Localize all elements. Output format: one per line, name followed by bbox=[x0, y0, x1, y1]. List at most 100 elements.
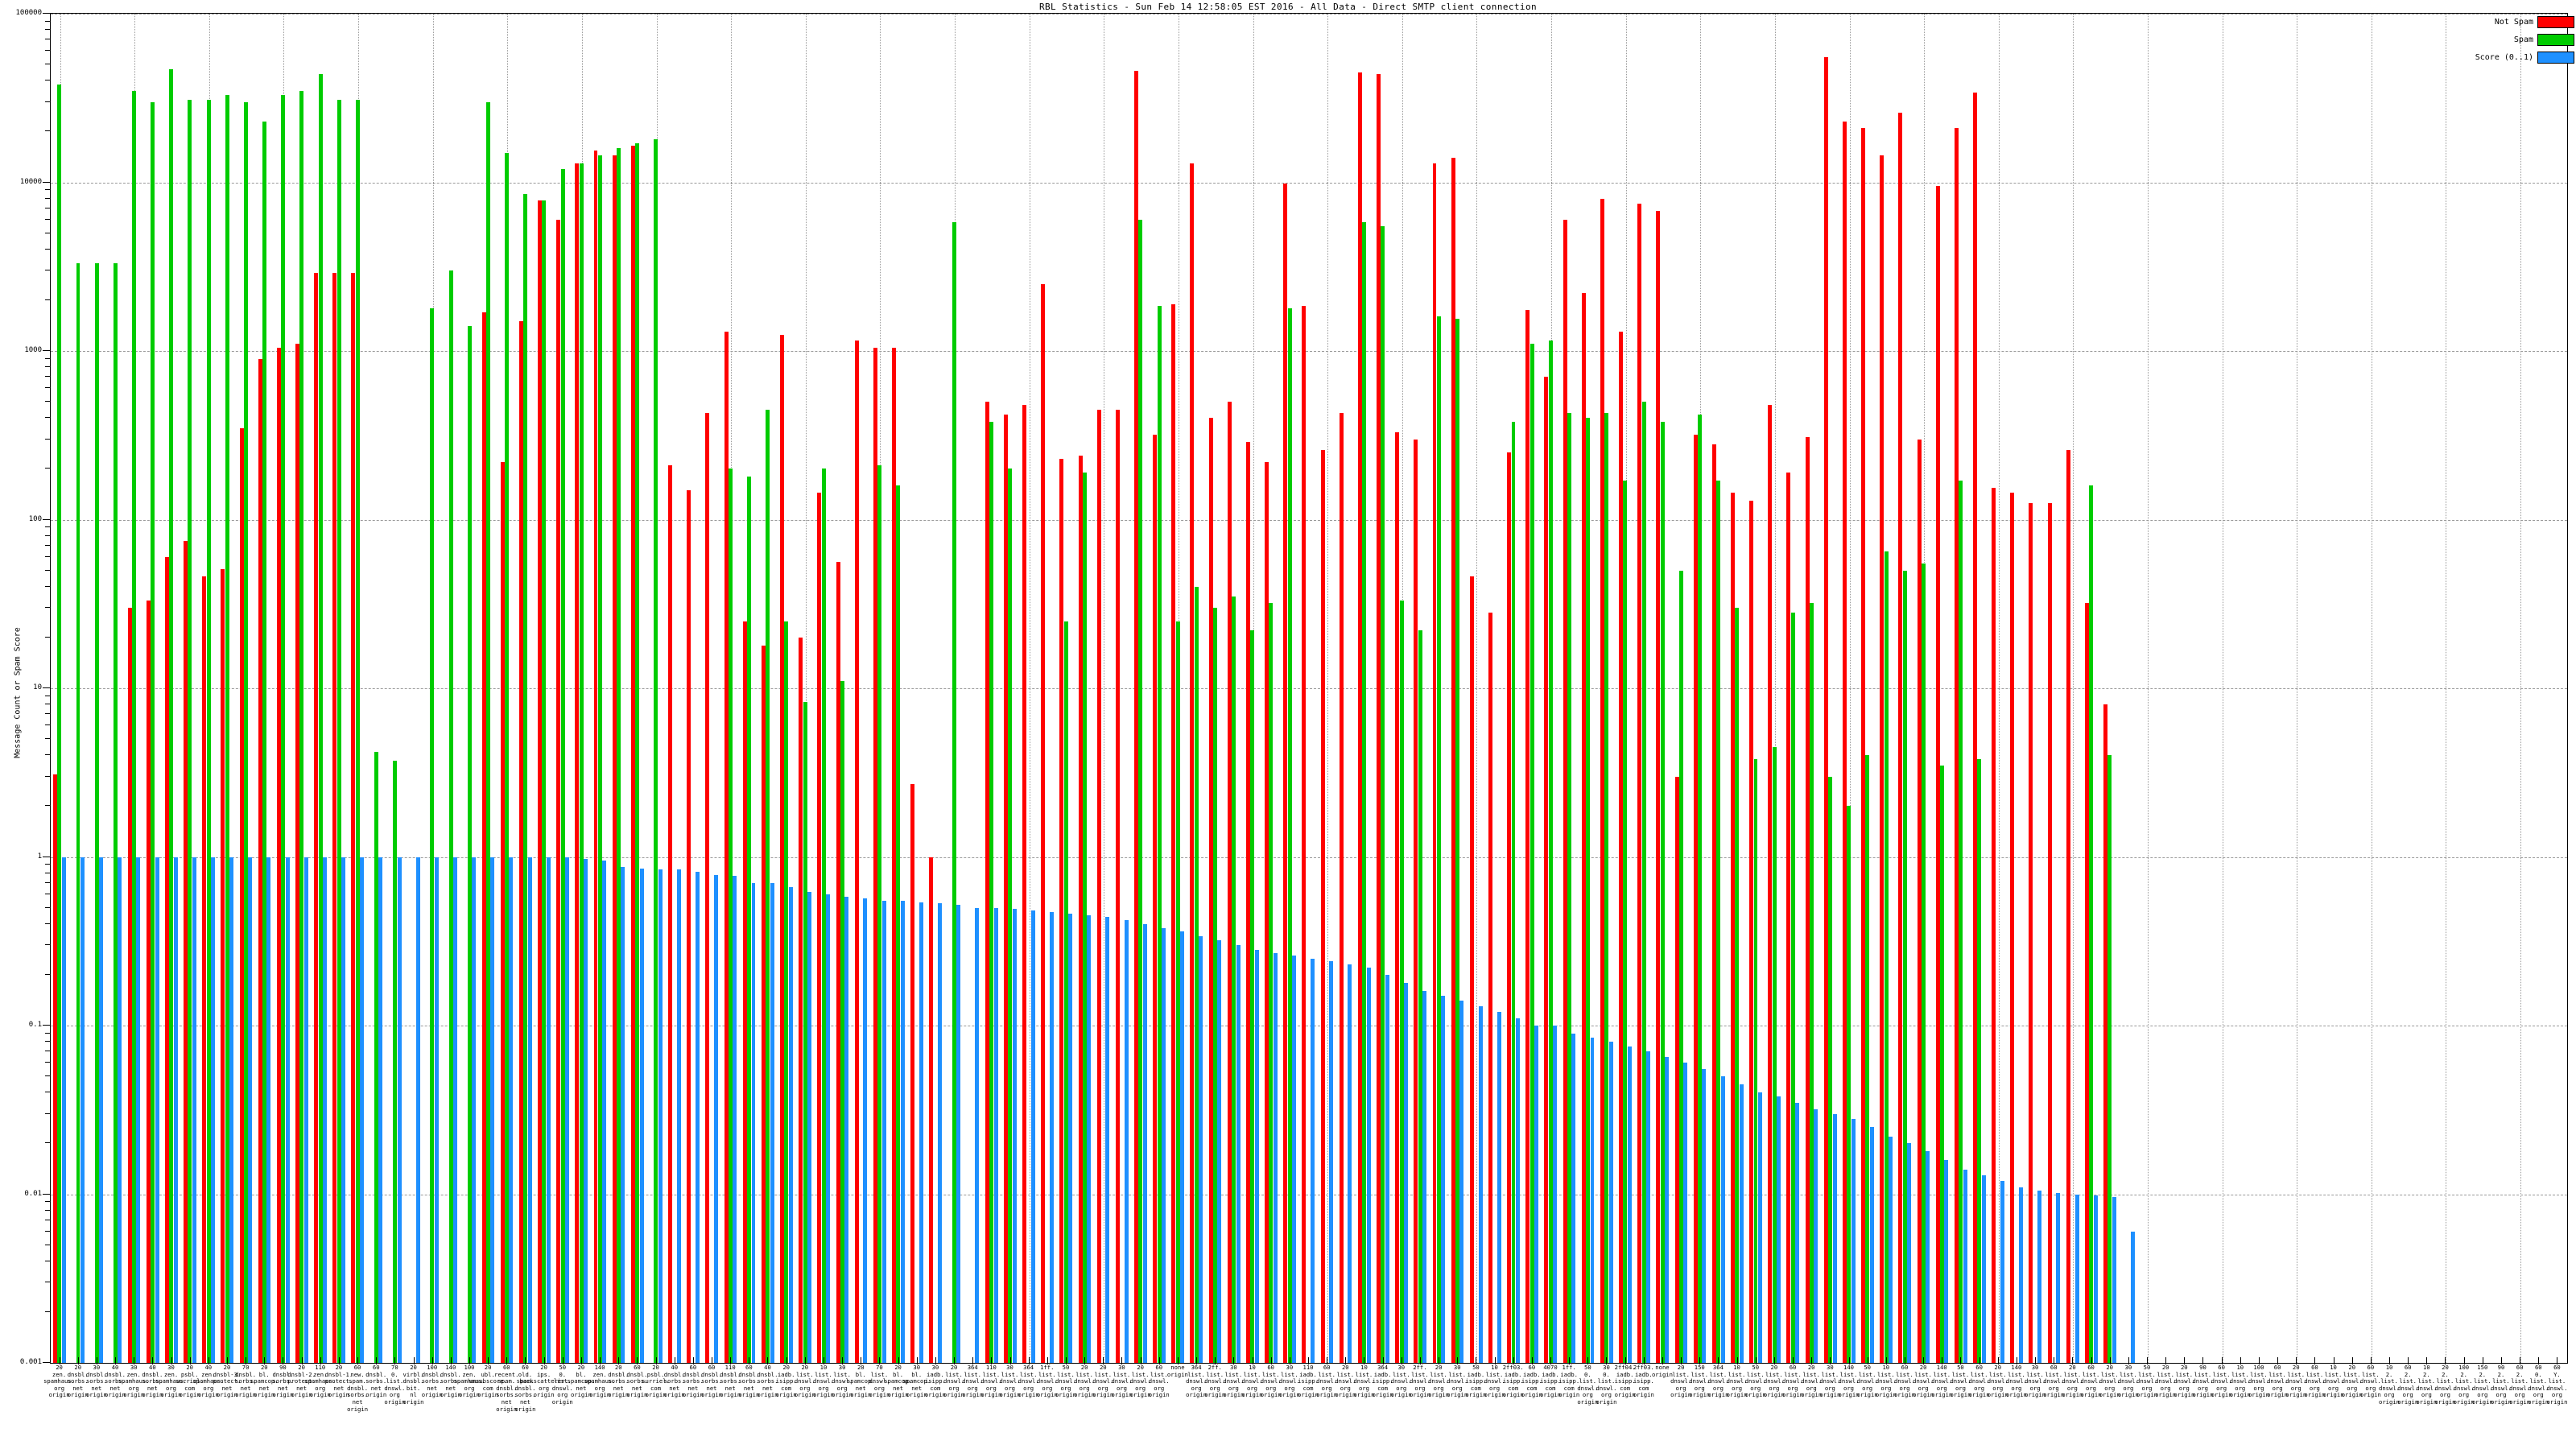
bar-group[interactable] bbox=[2194, 14, 2213, 1363]
bar-spam[interactable] bbox=[374, 751, 378, 1363]
bar-score[interactable] bbox=[546, 857, 551, 1363]
bar-spam[interactable] bbox=[1753, 759, 1758, 1363]
bar-not-spam[interactable] bbox=[1656, 210, 1661, 1363]
bar-group[interactable] bbox=[1486, 14, 1505, 1363]
bar-group[interactable] bbox=[1319, 14, 1337, 1363]
bar-spam[interactable] bbox=[1790, 613, 1795, 1363]
bar-score[interactable] bbox=[676, 869, 681, 1363]
bar-group[interactable] bbox=[460, 14, 479, 1363]
bar-spam[interactable] bbox=[1847, 806, 1852, 1363]
bar-group[interactable] bbox=[2288, 14, 2306, 1363]
bar-group[interactable] bbox=[2046, 14, 2064, 1363]
bar-spam[interactable] bbox=[1138, 219, 1143, 1363]
bar-spam[interactable] bbox=[877, 465, 882, 1363]
bar-not-spam[interactable] bbox=[146, 601, 151, 1363]
bar-score[interactable] bbox=[155, 857, 159, 1363]
bar-score[interactable] bbox=[472, 857, 477, 1363]
bar-not-spam[interactable] bbox=[575, 163, 580, 1363]
bar-spam[interactable] bbox=[1884, 551, 1889, 1363]
bar-score[interactable] bbox=[900, 900, 905, 1363]
bar-not-spam[interactable] bbox=[817, 492, 822, 1363]
bar-score[interactable] bbox=[2093, 1195, 2098, 1363]
bar-spam[interactable] bbox=[1063, 621, 1068, 1363]
bar-not-spam[interactable] bbox=[1619, 332, 1624, 1363]
bar-score[interactable] bbox=[1534, 1026, 1539, 1363]
bar-not-spam[interactable] bbox=[892, 347, 896, 1363]
bar-spam[interactable] bbox=[281, 94, 286, 1363]
bar-spam[interactable] bbox=[1213, 608, 1217, 1363]
bar-spam[interactable] bbox=[1287, 308, 1292, 1363]
bar-not-spam[interactable] bbox=[164, 556, 169, 1363]
bar-group[interactable] bbox=[2101, 14, 2120, 1363]
bar-not-spam[interactable] bbox=[1115, 409, 1120, 1363]
bar-score[interactable] bbox=[173, 857, 178, 1363]
bar-group[interactable] bbox=[368, 14, 386, 1363]
bar-score[interactable] bbox=[1496, 1012, 1501, 1363]
bar-group[interactable] bbox=[1673, 14, 1691, 1363]
bar-group[interactable] bbox=[796, 14, 815, 1363]
bar-score[interactable] bbox=[788, 887, 793, 1363]
bar-score[interactable] bbox=[1068, 914, 1073, 1363]
bar-not-spam[interactable] bbox=[538, 200, 542, 1363]
bar-not-spam[interactable] bbox=[799, 637, 803, 1363]
bar-score[interactable] bbox=[584, 859, 588, 1363]
bar-group[interactable] bbox=[218, 14, 237, 1363]
bar-group[interactable] bbox=[1095, 14, 1113, 1363]
bar-group[interactable] bbox=[834, 14, 852, 1363]
bar-group[interactable] bbox=[1468, 14, 1486, 1363]
bar-not-spam[interactable] bbox=[2103, 704, 2108, 1363]
bar-not-spam[interactable] bbox=[612, 155, 617, 1363]
bar-not-spam[interactable] bbox=[1414, 439, 1418, 1363]
bar-spam[interactable] bbox=[1921, 563, 1926, 1363]
bar-score[interactable] bbox=[1590, 1037, 1595, 1363]
bar-group[interactable] bbox=[2083, 14, 2101, 1363]
bar-score[interactable] bbox=[248, 857, 253, 1363]
bar-score[interactable] bbox=[1702, 1069, 1707, 1363]
bar-score[interactable] bbox=[975, 907, 980, 1363]
bar-group[interactable] bbox=[1616, 14, 1635, 1363]
bar-not-spam[interactable] bbox=[332, 273, 337, 1363]
bar-score[interactable] bbox=[1385, 974, 1389, 1363]
bar-group[interactable] bbox=[2008, 14, 2026, 1363]
bar-spam[interactable] bbox=[1959, 481, 1963, 1363]
bar-score[interactable] bbox=[490, 857, 495, 1363]
legend-item[interactable]: Spam bbox=[2475, 34, 2574, 46]
bar-score[interactable] bbox=[360, 857, 365, 1363]
bar-spam[interactable] bbox=[225, 94, 229, 1363]
bar-not-spam[interactable] bbox=[1134, 70, 1138, 1363]
bar-not-spam[interactable] bbox=[239, 427, 244, 1363]
bar-not-spam[interactable] bbox=[1842, 121, 1847, 1363]
bar-group[interactable] bbox=[1542, 14, 1560, 1363]
bar-score[interactable] bbox=[434, 857, 439, 1363]
bar-score[interactable] bbox=[1292, 956, 1296, 1363]
bar-score[interactable] bbox=[1180, 931, 1185, 1363]
bar-score[interactable] bbox=[211, 857, 215, 1363]
bar-score[interactable] bbox=[2056, 1192, 2061, 1363]
bar-group[interactable] bbox=[1281, 14, 1299, 1363]
bar-not-spam[interactable] bbox=[1320, 449, 1325, 1363]
bar-group[interactable] bbox=[2512, 14, 2530, 1363]
bar-spam[interactable] bbox=[113, 263, 118, 1363]
bar-spam[interactable] bbox=[989, 422, 994, 1363]
bar-group[interactable] bbox=[1374, 14, 1393, 1363]
bar-not-spam[interactable] bbox=[1245, 441, 1250, 1363]
bar-score[interactable] bbox=[1161, 927, 1166, 1363]
bar-not-spam[interactable] bbox=[1153, 434, 1158, 1363]
bar-score[interactable] bbox=[99, 857, 104, 1363]
bar-score[interactable] bbox=[1683, 1063, 1688, 1363]
bar-score[interactable] bbox=[2131, 1231, 2135, 1363]
bar-group[interactable] bbox=[1207, 14, 1225, 1363]
bar-not-spam[interactable] bbox=[2029, 503, 2033, 1363]
bar-score[interactable] bbox=[1832, 1113, 1837, 1363]
bar-group[interactable] bbox=[1244, 14, 1262, 1363]
bar-group[interactable] bbox=[2213, 14, 2231, 1363]
bar-not-spam[interactable] bbox=[1507, 452, 1512, 1363]
bar-not-spam[interactable] bbox=[873, 347, 877, 1363]
bar-not-spam[interactable] bbox=[500, 461, 505, 1363]
bar-not-spam[interactable] bbox=[1171, 303, 1176, 1363]
bar-not-spam[interactable] bbox=[985, 402, 989, 1363]
bar-group[interactable] bbox=[349, 14, 367, 1363]
bar-group[interactable] bbox=[722, 14, 741, 1363]
bar-group[interactable] bbox=[1710, 14, 1728, 1363]
bar-group[interactable] bbox=[442, 14, 460, 1363]
